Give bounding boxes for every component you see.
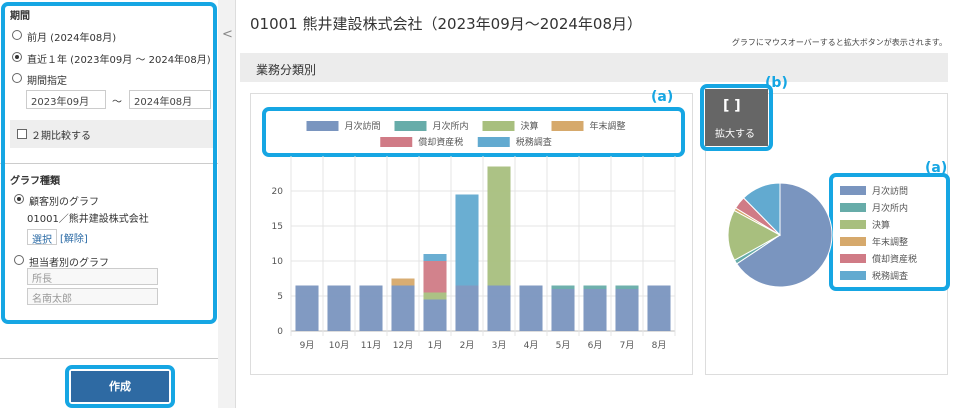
radio[interactable] (14, 194, 24, 204)
callout: (a) (925, 160, 948, 176)
highlight (262, 107, 685, 157)
expand-button[interactable] (705, 89, 768, 146)
radio[interactable] (12, 30, 22, 40)
highlight (1, 2, 217, 324)
radio[interactable] (12, 52, 22, 62)
date-from[interactable]: 2023年09月 (26, 90, 106, 109)
checkbox-label[interactable]: ２期比較する (31, 131, 91, 142)
date-to[interactable]: 2024年08月 (129, 90, 211, 109)
highlight (829, 173, 950, 291)
staff-select[interactable]: 名南太郎 (27, 288, 158, 305)
clear-link[interactable]: [解除] (60, 234, 88, 245)
sidebar (0, 0, 219, 408)
radio-label[interactable]: 顧客別のグラフ (29, 197, 99, 208)
callout-letter: a (657, 89, 667, 105)
compare-band (10, 120, 213, 148)
date-separator: ～ (112, 97, 122, 108)
highlight (700, 84, 773, 151)
graph-type-title: グラフ種類 (10, 176, 60, 187)
radio-label[interactable]: 前月 (2024年08月) (27, 33, 117, 44)
callout: (b) (765, 75, 788, 91)
callout-letter: a (931, 160, 941, 176)
radio-label[interactable]: 期間指定 (27, 76, 67, 87)
hint: グラフにマウスオーバーすると拡大ボタンが表示されます。 (731, 38, 947, 47)
callout-letter: b (771, 75, 782, 91)
radio[interactable] (12, 73, 22, 83)
create-button[interactable]: 作成 (71, 371, 169, 402)
bar-panel (250, 93, 693, 375)
select-button[interactable]: 選択 (27, 229, 57, 246)
radio-label[interactable]: 担当者別のグラフ (29, 258, 109, 269)
manager-select[interactable]: 所長 (27, 268, 158, 285)
collapse-arrow[interactable]: < (222, 27, 233, 42)
radio[interactable] (14, 255, 24, 265)
checkbox[interactable] (17, 129, 27, 139)
section-title: 業務分類別 (256, 63, 317, 77)
expand-icon[interactable]: [ ] (723, 98, 741, 114)
callout: (a) (651, 89, 674, 105)
highlight (65, 365, 175, 408)
period-title: 期間 (10, 11, 30, 22)
divider (0, 163, 218, 164)
collapse-bar[interactable] (218, 0, 236, 408)
divider (0, 358, 218, 359)
radio-label[interactable]: 直近１年 (2023年09月 ～ 2024年08月) (27, 55, 211, 66)
customer: 01001／熊井建設株式会社 (27, 214, 149, 225)
expand-label[interactable]: 拡大する (715, 129, 755, 140)
page-title: 01001 熊井建設株式会社（2023年09月～2024年08月） (250, 15, 643, 33)
section-band (240, 53, 948, 82)
